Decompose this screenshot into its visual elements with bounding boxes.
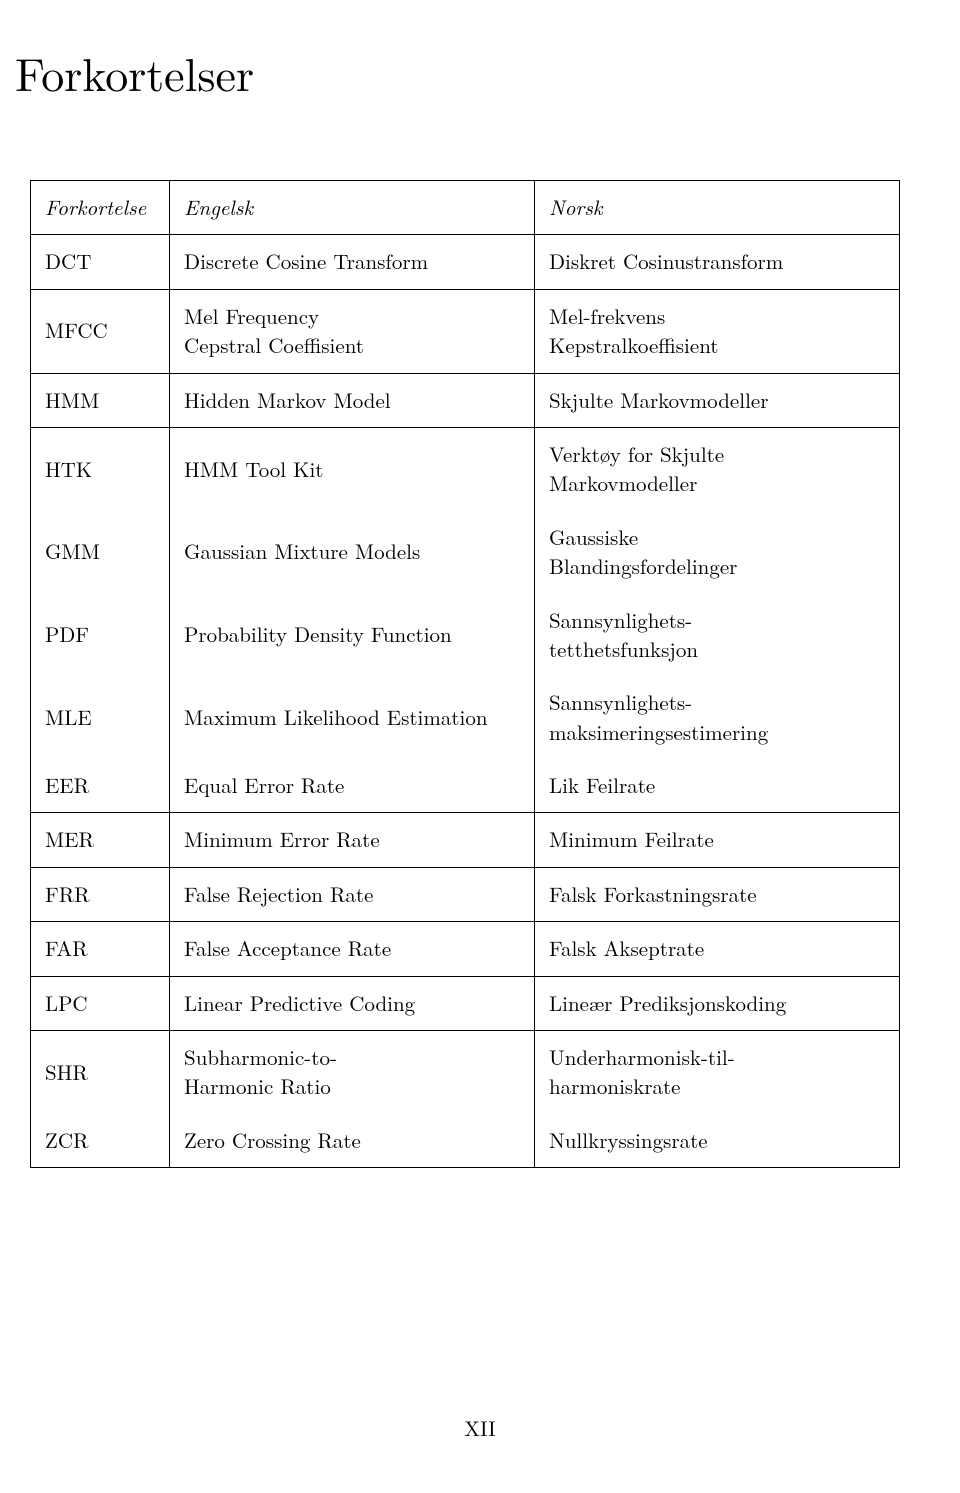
norsk-cell: Minimum Feilrate <box>535 813 900 867</box>
table-row: ZCRZero Crossing RateNullkryssingsrate <box>31 1114 900 1168</box>
table-row: PDFProbability Density FunctionSannsynli… <box>31 594 900 677</box>
abbr-cell: MLE <box>31 676 170 759</box>
column-header: Engelsk <box>170 181 535 235</box>
norsk-cell: Skjulte Markovmodeller <box>535 373 900 427</box>
table-row: HMMHidden Markov ModelSkjulte Markovmode… <box>31 373 900 427</box>
english-cell: Discrete Cosine Transform <box>170 235 535 289</box>
english-cell: False Acceptance Rate <box>170 922 535 976</box>
abbr-cell: LPC <box>31 976 170 1030</box>
norsk-cell: Mel-frekvensKepstralkoeffisient <box>535 289 900 373</box>
abbreviations-table: ForkortelseEngelskNorskDCTDiscrete Cosin… <box>30 180 900 1168</box>
english-cell: Hidden Markov Model <box>170 373 535 427</box>
abbr-cell: ZCR <box>31 1114 170 1168</box>
english-cell: Zero Crossing Rate <box>170 1114 535 1168</box>
table-row: MFCCMel FrequencyCepstral CoeffisientMel… <box>31 289 900 373</box>
table-row: LPCLinear Predictive CodingLineær Predik… <box>31 976 900 1030</box>
english-cell: Maximum Likelihood Estimation <box>170 676 535 759</box>
abbr-cell: GMM <box>31 511 170 594</box>
norsk-cell: Lik Feilrate <box>535 759 900 813</box>
norsk-cell: Sannsynlighets-tetthetsfunksjon <box>535 594 900 677</box>
english-cell: Mel FrequencyCepstral Coeffisient <box>170 289 535 373</box>
abbr-cell: SHR <box>31 1031 170 1114</box>
table-header-row: ForkortelseEngelskNorsk <box>31 181 900 235</box>
column-header: Norsk <box>535 181 900 235</box>
abbr-cell: DCT <box>31 235 170 289</box>
page-number: XII <box>0 1413 960 1443</box>
abbr-cell: HTK <box>31 427 170 510</box>
english-cell: Gaussian Mixture Models <box>170 511 535 594</box>
norsk-cell: Falsk Forkastningsrate <box>535 867 900 921</box>
norsk-cell: Nullkryssingsrate <box>535 1114 900 1168</box>
table-row: FARFalse Acceptance RateFalsk Akseptrate <box>31 922 900 976</box>
norsk-cell: Sannsynlighets-maksimeringsestimering <box>535 676 900 759</box>
abbr-cell: PDF <box>31 594 170 677</box>
table-row: DCTDiscrete Cosine TransformDiskret Cosi… <box>31 235 900 289</box>
abbr-cell: MER <box>31 813 170 867</box>
page-title: Forkortelser <box>15 40 900 105</box>
column-header: Forkortelse <box>31 181 170 235</box>
english-cell: Equal Error Rate <box>170 759 535 813</box>
table-row: EEREqual Error RateLik Feilrate <box>31 759 900 813</box>
norsk-cell: Verktøy for SkjulteMarkovmodeller <box>535 427 900 510</box>
norsk-cell: Lineær Prediksjonskoding <box>535 976 900 1030</box>
table-row: MLEMaximum Likelihood EstimationSannsynl… <box>31 676 900 759</box>
norsk-cell: Diskret Cosinustransform <box>535 235 900 289</box>
english-cell: False Rejection Rate <box>170 867 535 921</box>
table-row: GMMGaussian Mixture ModelsGaussiskeBland… <box>31 511 900 594</box>
abbr-cell: FAR <box>31 922 170 976</box>
table-row: FRRFalse Rejection RateFalsk Forkastning… <box>31 867 900 921</box>
english-cell: Minimum Error Rate <box>170 813 535 867</box>
abbr-cell: MFCC <box>31 289 170 373</box>
english-cell: HMM Tool Kit <box>170 427 535 510</box>
table-row: MERMinimum Error RateMinimum Feilrate <box>31 813 900 867</box>
english-cell: Linear Predictive Coding <box>170 976 535 1030</box>
abbr-cell: HMM <box>31 373 170 427</box>
abbr-cell: EER <box>31 759 170 813</box>
table-row: HTKHMM Tool KitVerktøy for SkjulteMarkov… <box>31 427 900 510</box>
english-cell: Probability Density Function <box>170 594 535 677</box>
table-row: SHRSubharmonic-to-Harmonic RatioUnderhar… <box>31 1031 900 1114</box>
english-cell: Subharmonic-to-Harmonic Ratio <box>170 1031 535 1114</box>
norsk-cell: Underharmonisk-til-harmoniskrate <box>535 1031 900 1114</box>
norsk-cell: Falsk Akseptrate <box>535 922 900 976</box>
abbr-cell: FRR <box>31 867 170 921</box>
norsk-cell: GaussiskeBlandingsfordelinger <box>535 511 900 594</box>
